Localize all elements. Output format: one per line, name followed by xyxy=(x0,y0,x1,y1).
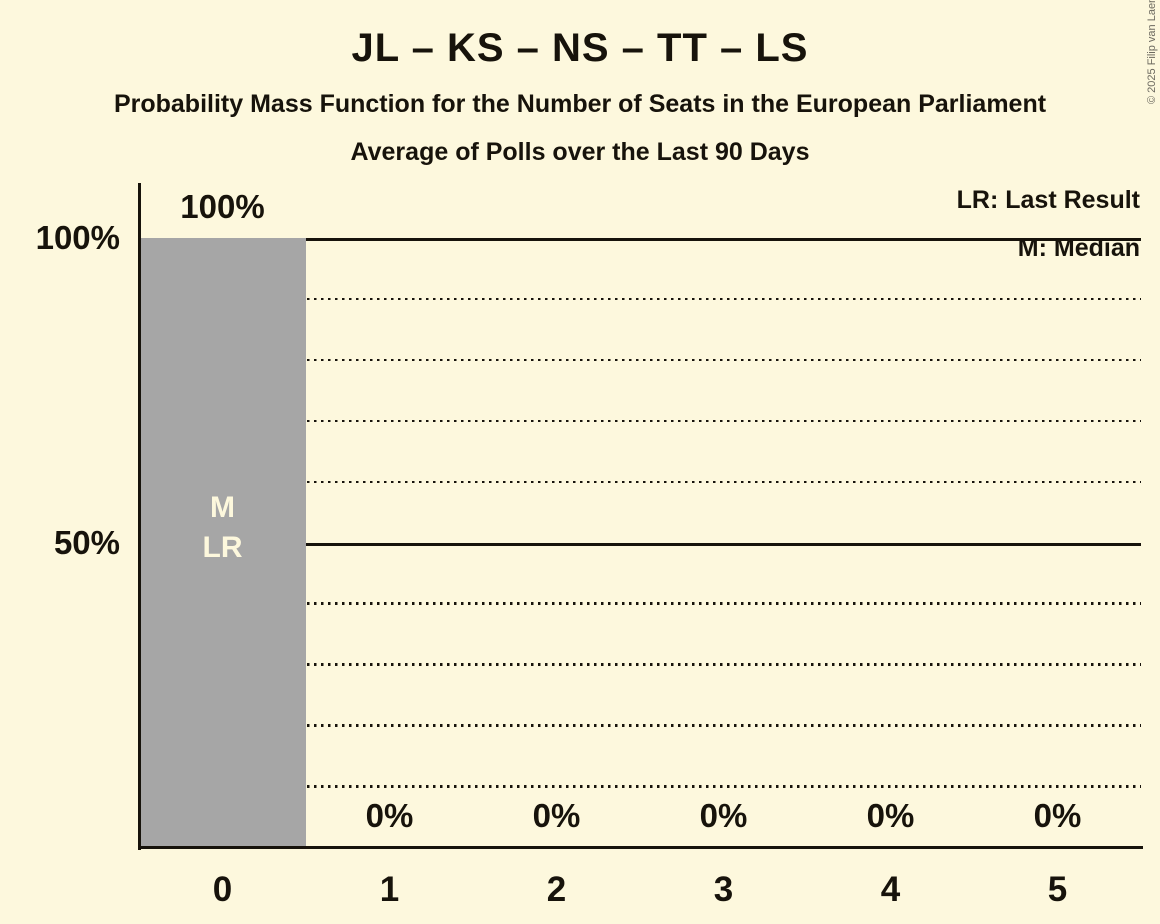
y-axis-line xyxy=(138,183,141,850)
bar-value-label-3: 0% xyxy=(699,797,748,834)
bar-median-lastresult-annotation: M LR xyxy=(139,488,306,568)
bar-seats-0 xyxy=(139,238,306,847)
bar-annotation-line-M: M xyxy=(210,490,235,524)
legend-item-median: M: Median xyxy=(1017,234,1140,262)
gridline-dotted-90 xyxy=(139,297,1141,301)
x-tick-label-0: 0 xyxy=(212,870,233,909)
chart-subtitle: Probability Mass Function for the Number… xyxy=(113,90,1047,118)
x-axis-line xyxy=(138,846,1143,849)
legend-item-last-result: LR: Last Result xyxy=(956,186,1140,214)
x-tick-label-5: 5 xyxy=(1047,870,1068,909)
gridline-dotted-80 xyxy=(139,358,1141,362)
x-tick-label-2: 2 xyxy=(546,870,567,909)
gridline-solid-50 xyxy=(139,542,1141,546)
legend: LR: Last Result M: Median xyxy=(957,183,1140,279)
bar-value-label-0: 100% xyxy=(180,188,265,225)
gridline-dotted-60 xyxy=(139,480,1141,484)
gridline-dotted-20 xyxy=(139,724,1141,727)
gridline-dotted-40 xyxy=(139,602,1141,605)
chart-subtitle-2: Average of Polls over the Last 90 Days xyxy=(350,138,810,166)
chart-title: JL – KS – NS – TT – LS xyxy=(351,26,809,70)
bar-value-label-4: 0% xyxy=(866,797,915,834)
gridline-solid-100 xyxy=(139,238,1141,241)
bar-value-label-2: 0% xyxy=(532,797,581,834)
y-tick-label-50: 50% xyxy=(53,523,120,561)
bar-value-label-5: 0% xyxy=(1033,797,1082,834)
bar-annotation-line-LR: LR xyxy=(202,530,243,564)
gridline-dotted-10 xyxy=(139,785,1141,788)
gridline-dotted-30 xyxy=(139,663,1141,666)
x-tick-label-1: 1 xyxy=(379,870,400,909)
bar-value-label-1: 0% xyxy=(365,797,414,834)
x-tick-label-4: 4 xyxy=(880,870,901,909)
copyright-notice: © 2025 Filip van Laenen xyxy=(1146,0,1158,104)
gridline-dotted-70 xyxy=(139,419,1141,423)
x-tick-label-3: 3 xyxy=(713,870,734,909)
y-tick-label-100: 100% xyxy=(35,219,120,256)
